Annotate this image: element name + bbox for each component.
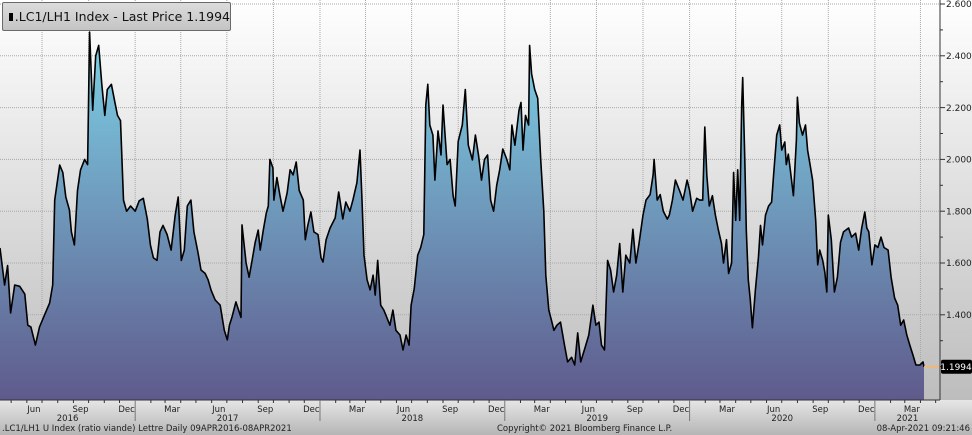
x-tick-label: Jun	[211, 405, 225, 415]
x-tick-label: Sep	[72, 405, 88, 415]
x-tick-label: Mar	[534, 405, 551, 415]
x-tick-label: Sep	[627, 405, 643, 415]
y-tick-label: 1.8000	[946, 207, 972, 217]
x-tick-label: Jun	[766, 405, 780, 415]
y-tick-label: 2.0000	[946, 156, 972, 166]
x-tick-label: Sep	[257, 405, 273, 415]
year-label: 2021	[897, 414, 919, 424]
year-label: 2018	[402, 414, 424, 424]
footer-copyright: Copyright© 2021 Bloomberg Finance L.P.	[497, 424, 673, 434]
x-tick-label: Jun	[26, 405, 40, 415]
x-axis-background	[0, 400, 972, 435]
x-tick-label: Jun	[581, 405, 595, 415]
year-label: 2017	[217, 414, 239, 424]
footer-timestamp: 08-Apr-2021 09:21:46	[876, 424, 970, 434]
x-tick-label: Mar	[719, 405, 736, 415]
x-tick-label: Dec	[118, 405, 135, 415]
legend-text: .LC1/LH1 Index - Last Price 1.1994	[14, 9, 230, 24]
x-tick-label: Dec	[858, 405, 875, 415]
y-tick-label: 1.4000	[946, 311, 972, 321]
last-price-label: 1.1994	[940, 363, 972, 373]
footer-ticker-info: .LC1/LH1 U Index (ratio viande) Lettre D…	[2, 424, 292, 434]
legend: .LC1/LH1 Index - Last Price 1.1994	[2, 2, 231, 31]
x-tick-label: Mar	[164, 405, 181, 415]
last-price-badge: 1.1994	[940, 359, 972, 374]
x-tick-label: Mar	[349, 405, 366, 415]
x-tick-label: Jun	[396, 405, 410, 415]
y-tick-label: 1.6000	[946, 259, 972, 269]
x-tick-label: Sep	[812, 405, 828, 415]
x-axis: Jun Sep Dec Mar Jun Sep Dec Mar Jun Sep Dec Mar Jun S…	[10, 400, 937, 424]
year-label: 2019	[586, 414, 608, 424]
series-area	[0, 32, 924, 400]
year-label: 2020	[771, 414, 793, 424]
x-tick-label: Dec	[488, 405, 505, 415]
y-axis-background	[940, 0, 972, 400]
y-tick-label: 2.2000	[946, 104, 972, 114]
x-tick-label: Dec	[303, 405, 320, 415]
legend-marker-icon	[9, 12, 13, 21]
x-tick-label: Sep	[442, 405, 458, 415]
y-tick-label: 2.6000	[946, 0, 972, 10]
x-tick-label: Mar	[904, 405, 921, 415]
y-axis: 2.6000 2.4000 2.2000 2.0000 1.8000 1.6000 1.40…	[940, 0, 972, 368]
series-line	[0, 31, 925, 367]
y-tick-label: 2.4000	[946, 52, 972, 62]
x-tick-label: Dec	[673, 405, 690, 415]
year-label: 2016	[57, 414, 79, 424]
